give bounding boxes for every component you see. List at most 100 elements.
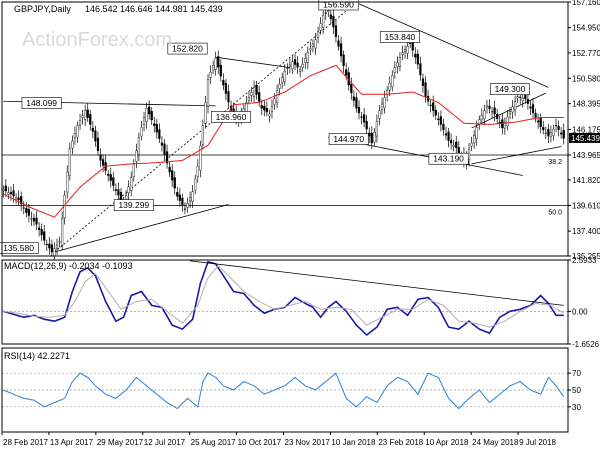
candle-body: [544, 132, 547, 134]
x-axis: 28 Feb 2017 13 Apr 2017 29 May 2017 12 Jul …: [1, 432, 557, 447]
candle-body: [539, 118, 542, 127]
candle-body: [155, 124, 158, 133]
candle-body: [549, 132, 553, 137]
candle-body: [547, 128, 550, 137]
price-annotation-label: 144.970: [333, 134, 364, 144]
candle-body: [265, 108, 268, 113]
candle-body: [457, 147, 460, 153]
candle-body: [194, 178, 197, 191]
candle-body: [171, 170, 174, 181]
candle-body: [183, 208, 187, 210]
x-tick-label: 23 Nov 2017: [285, 438, 331, 447]
candle-body: [196, 165, 199, 177]
candle-body: [398, 57, 402, 67]
rsi-background: [2, 348, 568, 432]
trendline: [54, 0, 360, 253]
price-axis-tick-label: 143.965: [572, 151, 600, 160]
rsi-axis-tick-label: 70: [572, 369, 581, 378]
candle-body: [2, 189, 5, 191]
candle-body: [94, 130, 97, 142]
candle-body: [73, 133, 77, 139]
x-tick-label: 28 Feb 2017: [3, 438, 48, 447]
candle-body: [293, 59, 297, 65]
candle-body: [43, 231, 46, 241]
candle-body: [227, 91, 230, 103]
candle-body: [391, 75, 394, 88]
candle-body: [411, 42, 414, 51]
price-annotation-box: [21, 97, 62, 109]
candle-body: [273, 98, 276, 105]
rsi-title: RSI(14) 42.2271: [4, 351, 70, 361]
candle-body: [214, 58, 217, 70]
candle-body: [270, 106, 274, 112]
candle-body: [53, 248, 56, 256]
candle-body: [286, 67, 289, 69]
candle-body: [401, 52, 404, 55]
candle-body: [135, 150, 138, 162]
watermark: ActionForex.com: [22, 29, 172, 51]
candle-body: [191, 191, 194, 202]
candle-body: [380, 103, 384, 110]
candle-body: [542, 127, 545, 131]
candle-body: [306, 52, 309, 63]
trendline: [471, 92, 546, 129]
x-tick-label: 29 May 2017: [97, 438, 144, 447]
candle-body: [475, 127, 478, 140]
candle-body: [117, 189, 120, 196]
rsi-axis-tick-label: 50: [572, 386, 581, 395]
candle-body: [355, 97, 358, 109]
candle-body: [268, 113, 271, 117]
candle-body: [311, 43, 315, 48]
candle-body: [357, 106, 361, 114]
x-tick-label: 10 Oct 2017: [238, 438, 282, 447]
price-background: [2, 2, 568, 256]
candle-body: [186, 203, 189, 208]
candle-body: [473, 135, 476, 144]
candle-body: [493, 107, 496, 115]
x-tick-label: 10 Apr 2018: [425, 438, 469, 447]
price-annotation-box: [318, 0, 359, 11]
price-annotation-box: [167, 42, 208, 55]
price-axis-tick-label: 146.175: [572, 125, 600, 134]
candle-body: [304, 58, 307, 63]
x-tick-label: 10 Jan 2018: [331, 438, 376, 447]
candle-body: [201, 125, 204, 145]
candle-body: [370, 132, 373, 144]
candle-body: [383, 97, 386, 109]
candle-body: [339, 43, 343, 57]
x-tick-label: 25 Aug 2017: [191, 438, 236, 447]
price-axis-tick-label: 135.255: [572, 252, 600, 261]
candle-body: [537, 120, 540, 123]
candle-body: [519, 96, 522, 98]
candle-body: [334, 25, 338, 37]
candle-body: [332, 16, 335, 28]
candle-body: [101, 159, 105, 166]
fibonacci-level-label: 50.0: [548, 210, 562, 217]
x-tick-label: 24 May 2018: [472, 438, 519, 447]
candle-body: [554, 125, 558, 127]
candle-body: [378, 110, 381, 119]
candle-body: [89, 114, 92, 125]
candle-body: [437, 118, 440, 121]
candle-body: [496, 113, 499, 119]
candle-body: [296, 62, 299, 68]
candle-body: [316, 31, 320, 38]
candle-body: [403, 49, 407, 53]
candle-body: [524, 94, 527, 100]
price-axis-tick-label: 139.610: [572, 202, 600, 211]
candle-body: [365, 120, 368, 130]
macd-signal-line: [3, 265, 564, 328]
candle-body: [40, 229, 43, 236]
candle-body: [4, 185, 7, 192]
candle-body: [416, 53, 419, 65]
candle-body: [432, 102, 435, 111]
candle-body: [508, 111, 512, 114]
candle-body: [455, 141, 458, 148]
price-annotation-box: [428, 152, 469, 165]
candle-body: [48, 243, 51, 249]
candle-body: [224, 82, 228, 94]
price-annotation-box: [489, 83, 530, 95]
candle-body: [158, 129, 161, 139]
price-annotation-label: 135.580: [3, 243, 34, 253]
candle-body: [38, 227, 41, 230]
